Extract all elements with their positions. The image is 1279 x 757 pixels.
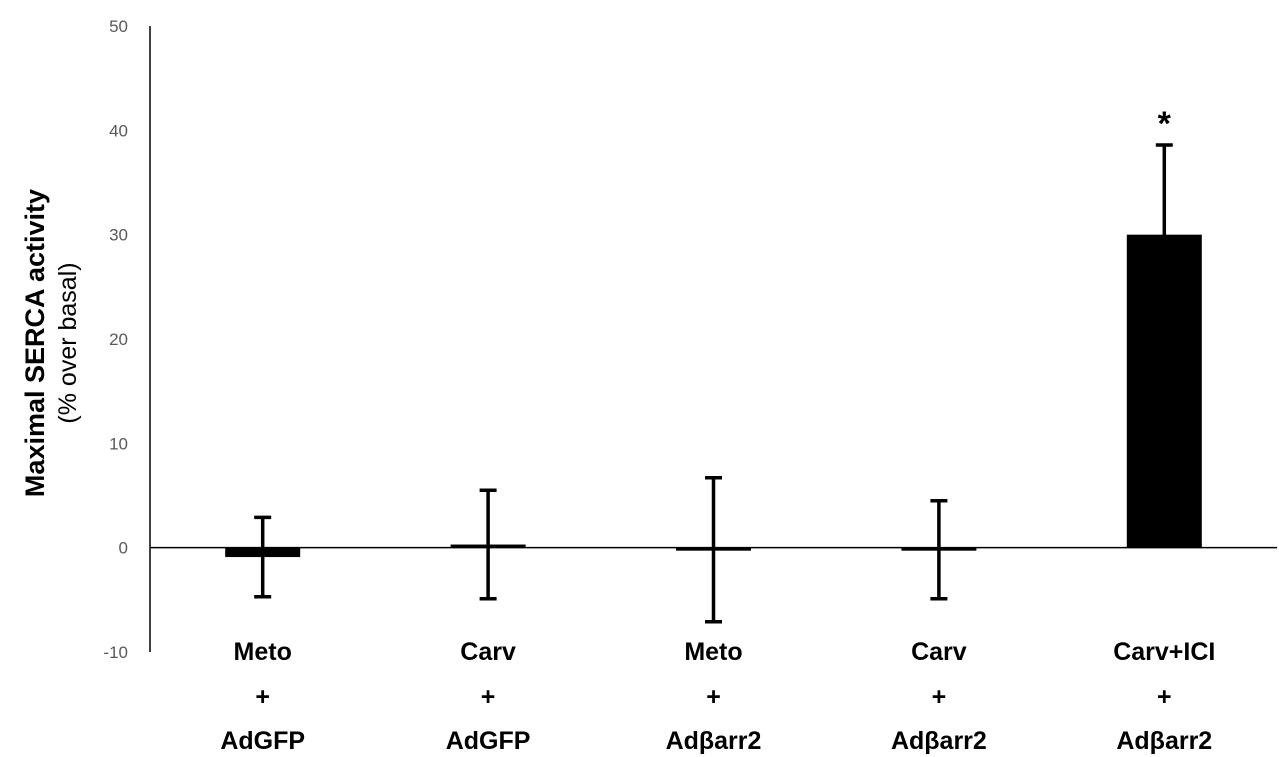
y-tick-label: -10 xyxy=(103,643,128,662)
category-label: + xyxy=(932,683,947,711)
category-label: Carv+ICI xyxy=(1113,638,1215,666)
y-tick-label: 40 xyxy=(109,121,128,140)
y-axis-subtitle: (% over basal) xyxy=(54,262,82,423)
annotations: * xyxy=(1158,105,1172,143)
category-label: + xyxy=(706,683,721,711)
category-labels: Meto + AdGFP Carv + AdGFP Meto + Adβarr2 Carv + Adβ… xyxy=(220,638,1215,755)
y-axis: -10 0 10 20 30 40 50 xyxy=(103,17,151,662)
category-label: + xyxy=(1157,683,1172,711)
error-bar xyxy=(254,515,272,599)
error-bars xyxy=(254,143,1173,624)
significance-marker: * xyxy=(1158,105,1172,143)
error-bar xyxy=(930,498,948,601)
category-label: Adβarr2 xyxy=(891,727,987,755)
y-tick-label: 50 xyxy=(109,17,128,36)
error-bar xyxy=(1155,143,1173,327)
y-tick-label: 30 xyxy=(109,226,128,245)
category-label: Carv xyxy=(911,638,967,666)
category-label: Adβarr2 xyxy=(1116,727,1212,755)
y-tick-label: 10 xyxy=(109,434,128,453)
error-bar xyxy=(479,488,497,601)
category-label: Carv xyxy=(460,638,516,666)
category-label: Meto xyxy=(684,638,742,666)
y-tick-label: 20 xyxy=(109,330,128,349)
category-label: AdGFP xyxy=(446,727,531,755)
category-label: AdGFP xyxy=(220,727,305,755)
y-axis-title: Maximal SERCA activity xyxy=(20,189,50,497)
y-tick-label: 0 xyxy=(119,539,128,558)
error-bar xyxy=(705,476,722,624)
category-label: Adβarr2 xyxy=(666,727,762,755)
category-label: + xyxy=(481,683,496,711)
category-label: Meto xyxy=(234,638,292,666)
category-label: + xyxy=(255,683,270,711)
